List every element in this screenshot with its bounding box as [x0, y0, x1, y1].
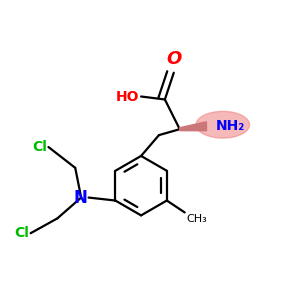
Ellipse shape [196, 111, 250, 138]
Text: O: O [166, 50, 182, 68]
Text: HO: HO [116, 89, 140, 103]
Text: Cl: Cl [14, 226, 29, 240]
Text: N: N [73, 189, 87, 207]
Text: CH₃: CH₃ [186, 214, 207, 224]
Text: NH₂: NH₂ [215, 119, 244, 133]
Text: Cl: Cl [32, 140, 47, 154]
Polygon shape [180, 122, 206, 131]
